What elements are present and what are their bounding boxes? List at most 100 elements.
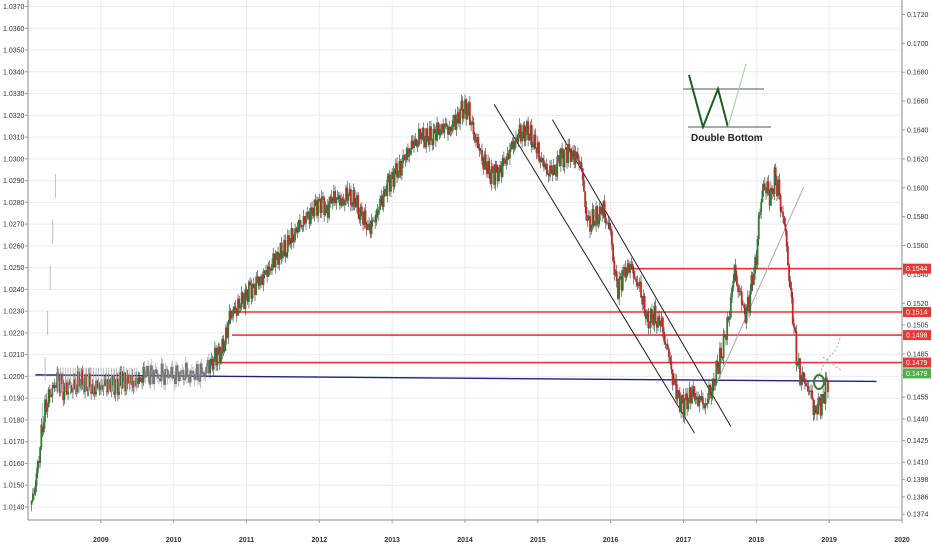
candle-body — [719, 347, 721, 374]
candle-body — [688, 387, 691, 398]
candle-body — [793, 323, 795, 328]
candle-body — [286, 235, 289, 253]
candle-body — [329, 196, 332, 202]
candle-body — [716, 360, 719, 368]
candle-body — [740, 291, 743, 305]
candle-body — [587, 215, 590, 221]
candle-body — [104, 379, 107, 381]
candle-body — [581, 168, 584, 181]
price-tag — [903, 263, 931, 274]
candle-body — [746, 296, 749, 307]
candle-body — [283, 239, 286, 252]
candle-body — [607, 222, 610, 224]
candle-body — [524, 132, 527, 142]
candle-body — [102, 385, 105, 390]
candle-body — [608, 222, 611, 230]
candle-body — [382, 190, 385, 208]
candle-body — [241, 292, 244, 298]
candle-body — [272, 253, 275, 265]
candle-body — [634, 277, 636, 280]
candle-body — [496, 171, 499, 182]
candle-body — [200, 363, 203, 375]
candle-body — [500, 165, 503, 177]
candle-body — [285, 252, 288, 257]
candle-body — [33, 493, 35, 495]
candle-body — [199, 363, 202, 382]
candle-body — [414, 139, 417, 141]
candle-body — [211, 359, 214, 370]
candle-body — [63, 386, 66, 401]
candle-body — [163, 373, 165, 385]
candle-body — [549, 165, 551, 177]
candle-body — [330, 196, 333, 203]
candle-body — [715, 360, 718, 384]
price-tag-label: 0.1498 — [906, 333, 928, 340]
candle-body — [181, 370, 184, 372]
trend-line — [708, 186, 805, 401]
candle-body — [408, 153, 411, 157]
candle-body — [801, 372, 804, 381]
x-tick-label: 2014 — [457, 537, 473, 544]
candle-body — [65, 382, 68, 395]
candle-body — [466, 109, 469, 120]
candle-body — [670, 361, 673, 370]
grid-layer — [28, 0, 903, 520]
candle-body — [760, 202, 763, 213]
candle-body — [335, 199, 338, 204]
candle-body — [82, 384, 85, 393]
right-tick-label: 0.1680 — [907, 70, 929, 77]
candle-body — [584, 191, 587, 207]
candle-body — [802, 372, 805, 380]
candle-body — [465, 99, 468, 120]
candle-body — [176, 365, 179, 372]
candle-body — [425, 128, 428, 148]
candle-body — [820, 394, 823, 416]
candle-body — [797, 358, 800, 364]
candle-body — [589, 215, 591, 232]
candle-body — [166, 369, 169, 378]
candle-body — [294, 228, 296, 241]
x-tick-label: 2009 — [93, 537, 109, 544]
x-tick-label: 2019 — [821, 537, 837, 544]
candle-body — [373, 220, 375, 222]
candle-body — [601, 212, 604, 216]
candle-body — [731, 287, 733, 298]
candle-body — [725, 336, 727, 340]
candle-body — [220, 353, 222, 364]
candle-body — [103, 380, 106, 386]
candle-body — [693, 386, 696, 400]
candle-body — [35, 473, 38, 487]
candle-body — [169, 373, 171, 378]
candle-body — [346, 187, 349, 201]
candle-body — [813, 405, 816, 415]
candle-body — [825, 377, 828, 382]
candle-body — [396, 163, 398, 178]
double-bottom-annotation: Double Bottom — [683, 63, 771, 144]
candle-body — [173, 377, 176, 384]
candle-body — [811, 390, 814, 400]
candle-body — [114, 380, 117, 395]
candle-body — [473, 134, 476, 140]
candle-body — [390, 178, 392, 192]
left-tick-label: 1.0340 — [3, 69, 25, 76]
right-tick-label: 0.1455 — [907, 395, 929, 402]
candle-body — [737, 285, 740, 293]
candle-body — [98, 387, 101, 390]
candles-layer — [30, 94, 829, 512]
candle-body — [733, 265, 736, 281]
candle-body — [534, 134, 537, 149]
candle-body — [184, 362, 187, 379]
candle-body — [742, 304, 744, 306]
candle-body — [289, 243, 292, 245]
candle-body — [817, 397, 820, 415]
candle-body — [686, 393, 689, 410]
candle-body — [556, 156, 559, 177]
candle-body — [526, 121, 528, 133]
right-tick-label: 0.1485 — [907, 351, 929, 358]
candle-body — [55, 385, 57, 388]
candle-body — [472, 121, 475, 135]
candle-body — [803, 379, 806, 384]
left-tick-label: 1.0200 — [3, 374, 25, 381]
x-tick-label: 2018 — [749, 537, 765, 544]
right-tick-label: 0.1374 — [907, 512, 929, 519]
